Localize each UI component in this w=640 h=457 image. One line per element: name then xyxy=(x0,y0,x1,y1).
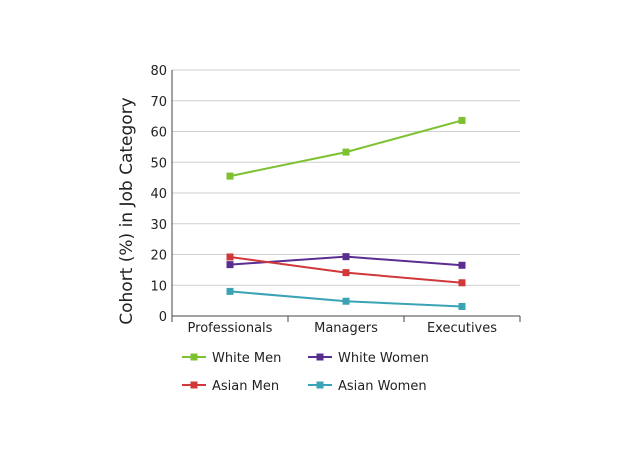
y-axis-title: Cohort (%) in Job Category xyxy=(117,97,137,325)
x-tick-label: Professionals xyxy=(188,321,273,336)
data-point xyxy=(226,172,234,180)
data-point xyxy=(226,261,234,269)
legend-item: Asian Women xyxy=(308,379,427,394)
legend: White Men White Women Asian Men Asian Women xyxy=(182,351,429,394)
y-tick-label: 60 xyxy=(150,126,167,141)
data-point xyxy=(342,297,350,305)
data-point xyxy=(342,269,350,277)
legend-swatch-marker xyxy=(316,381,324,389)
y-tick-label: 30 xyxy=(150,218,167,233)
y-tick-label: 10 xyxy=(150,279,167,294)
series-asian-men xyxy=(226,253,466,287)
series-white-men xyxy=(226,116,466,180)
series-line xyxy=(229,119,463,178)
legend-label: Asian Women xyxy=(338,379,427,394)
y-tick-label: 40 xyxy=(150,187,167,202)
gridlines xyxy=(172,69,520,286)
data-point xyxy=(342,253,350,261)
series xyxy=(226,116,466,310)
legend-label: White Men xyxy=(212,351,281,366)
data-point xyxy=(226,287,234,295)
data-point xyxy=(458,116,466,124)
data-point xyxy=(458,261,466,269)
axes: 0 10 20 30 40 50 60 70 80 Professionals Managers Ex… xyxy=(150,64,521,336)
legend-label: Asian Men xyxy=(212,379,279,394)
legend-item: Asian Men xyxy=(182,379,279,394)
data-point xyxy=(226,253,234,261)
y-tick-label: 20 xyxy=(150,249,167,264)
legend-item: White Women xyxy=(308,351,429,366)
data-point xyxy=(458,302,466,310)
legend-swatch-marker xyxy=(190,353,198,361)
series-asian-women xyxy=(226,287,466,310)
data-point xyxy=(342,148,350,156)
legend-label: White Women xyxy=(338,351,429,366)
y-tick-label: 70 xyxy=(150,95,167,110)
x-tick-label: Managers xyxy=(314,321,378,336)
legend-item: White Men xyxy=(182,351,281,366)
data-point xyxy=(458,279,466,287)
x-tick-label: Executives xyxy=(427,321,497,336)
y-tick-label: 0 xyxy=(159,310,167,325)
legend-swatch-marker xyxy=(190,381,198,389)
y-tick-label: 80 xyxy=(150,64,167,79)
legend-swatch-marker xyxy=(316,353,324,361)
y-tick-label: 50 xyxy=(150,156,167,171)
